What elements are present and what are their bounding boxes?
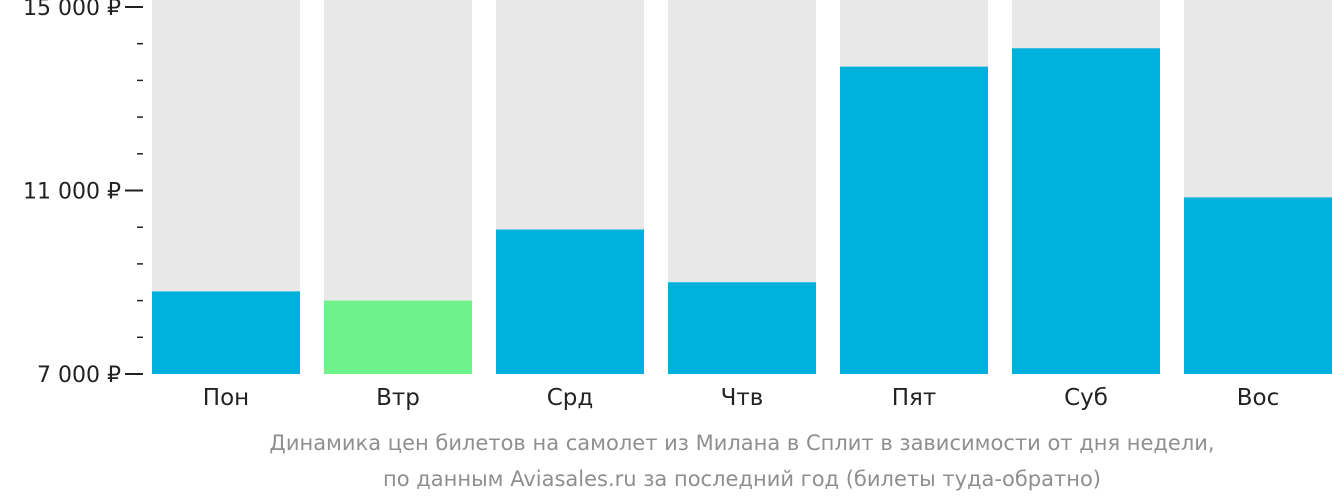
- x-tick-label: Чтв: [721, 385, 764, 411]
- x-tick-label: Пят: [892, 385, 937, 411]
- bar-5: [840, 66, 988, 374]
- bar-4: [668, 282, 816, 374]
- y-axis: 15 000 ₽ 11 000 ₽ 7 000 ₽: [23, 0, 143, 388]
- bar-2: [324, 300, 472, 374]
- x-tick-label: Втр: [376, 385, 420, 411]
- y-tick-label: 15 000 ₽: [23, 0, 121, 21]
- x-axis: Пон Втр Срд Чтв Пят Суб Вос: [203, 385, 1279, 411]
- x-tick-label: Вос: [1237, 385, 1280, 411]
- y-tick-label: 7 000 ₽: [37, 363, 121, 388]
- bar-3: [496, 229, 644, 374]
- bar-7: [1184, 197, 1332, 374]
- price-by-weekday-chart: 15 000 ₽ 11 000 ₽ 7 000 ₽ Пон Втр Срд Чтв Пят С…: [23, 0, 1332, 411]
- bars: [152, 0, 1332, 374]
- y-tick-label: 11 000 ₽: [23, 180, 121, 205]
- bar-1: [152, 291, 300, 374]
- chart-caption-line-1: Динамика цен билетов на самолет из Милан…: [269, 431, 1215, 455]
- chart-caption-line-2: по данным Aviasales.ru за последний год …: [383, 467, 1101, 491]
- x-tick-label: Пон: [203, 385, 249, 411]
- x-tick-label: Суб: [1064, 385, 1108, 411]
- bar-6: [1012, 48, 1160, 374]
- x-tick-label: Срд: [547, 385, 594, 411]
